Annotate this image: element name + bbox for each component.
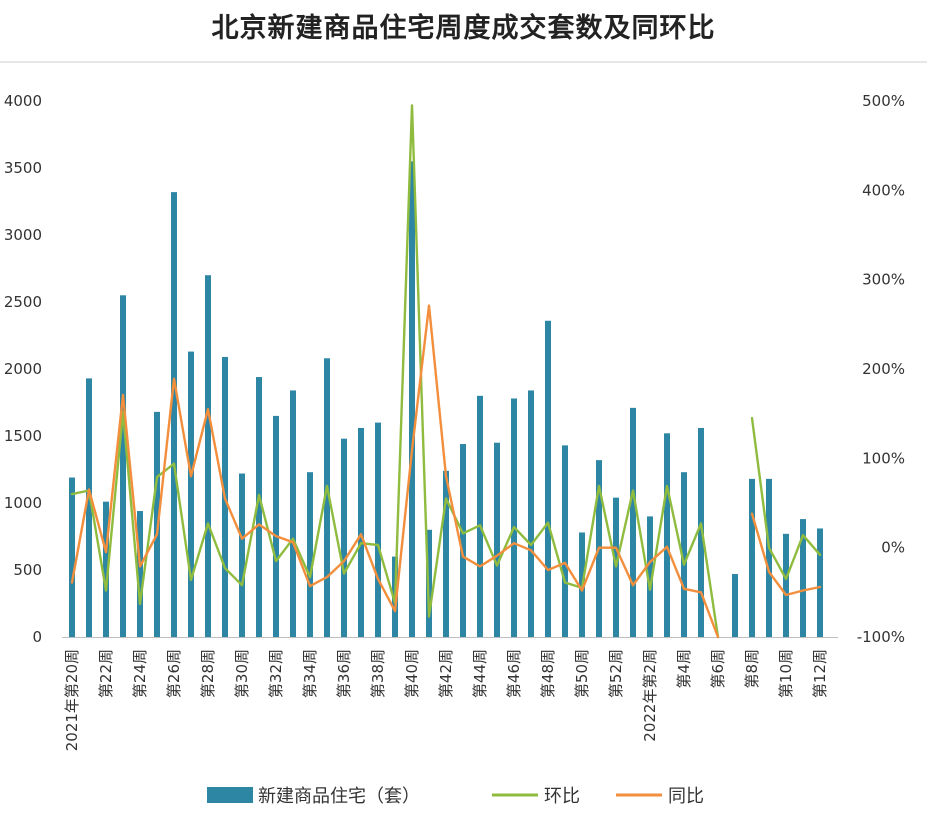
left-axis: 0 500 1000 1500 2000 2500 3000 3500 4000: [4, 92, 42, 646]
bar: [460, 444, 466, 637]
bar: [273, 415, 279, 637]
right-axis-tick-label: 200%: [862, 360, 905, 378]
x-axis-tick-label: 第26周: [165, 649, 183, 698]
left-axis-tick-label: 0: [32, 628, 42, 646]
x-axis-tick-label: 第22周: [97, 649, 115, 698]
yoy-line: [750, 512, 822, 597]
right-axis-tick-label: 100%: [862, 449, 905, 467]
yoy-line: [70, 304, 720, 639]
bar: [307, 472, 313, 637]
bar: [732, 574, 738, 637]
x-axis-tick-label: 第46周: [505, 649, 523, 698]
left-axis-tick-label: 3500: [4, 159, 42, 177]
bar: [477, 395, 483, 637]
bar: [324, 358, 330, 637]
bar: [239, 473, 245, 637]
x-axis-tick-label: 第40周: [403, 649, 421, 698]
right-axis-tick-label: 500%: [862, 92, 905, 110]
x-axis-tick-label: 第48周: [539, 649, 557, 698]
x-axis-tick-label: 2021年第20周: [63, 649, 81, 751]
x-axis-tick-label: 第24周: [131, 649, 149, 698]
bar: [375, 422, 381, 637]
left-axis-tick-label: 2500: [4, 293, 42, 311]
right-axis-tick-label: 300%: [862, 271, 905, 289]
x-axis-tick-label: 第42周: [437, 649, 455, 698]
bar: [188, 351, 194, 637]
mom-line: [750, 416, 822, 581]
x-axis-tick-label: 第32周: [267, 649, 285, 698]
right-axis-tick-label: 0%: [881, 539, 905, 557]
bar: [766, 478, 772, 637]
bar: [86, 378, 92, 637]
chart-title: 北京新建商品住宅周度成交套数及同环比: [211, 13, 716, 44]
bar: [341, 438, 347, 637]
left-axis-tick-label: 1500: [4, 427, 42, 445]
bar: [69, 477, 75, 637]
x-axis-tick-label: 第38周: [369, 649, 387, 698]
legend-label: 同比: [668, 786, 704, 807]
x-axis-tick-label: 第52周: [607, 649, 625, 698]
bar: [681, 472, 687, 637]
bar: [698, 427, 704, 637]
x-axis-tick-label: 第36周: [335, 649, 353, 698]
x-axis-tick-label: 第10周: [777, 649, 795, 698]
bar: [647, 516, 653, 637]
bar: [171, 192, 177, 637]
left-axis-tick-label: 1000: [4, 494, 42, 512]
x-axis-tick-label: 第34周: [301, 649, 319, 698]
legend-label: 环比: [544, 786, 580, 807]
bar: [817, 528, 823, 637]
bar: [443, 470, 449, 637]
right-axis-tick-label: 400%: [862, 181, 905, 199]
x-axis-tick-label: 第30周: [233, 649, 251, 698]
left-axis-tick-label: 2000: [4, 360, 42, 378]
x-axis-tick-label: 第28周: [199, 649, 217, 698]
x-axis-tick-label: 第12周: [811, 649, 829, 698]
bar: [120, 295, 126, 637]
bar: [545, 320, 551, 637]
bar: [358, 427, 364, 637]
x-axis-ticks: 2021年第20周 第22周 第24周 第26周 第28周 第30周 第32周 第34周 第36…: [63, 649, 829, 751]
x-axis-tick-label: 第50周: [573, 649, 591, 698]
x-axis-tick-label: 第4周: [675, 649, 693, 689]
bar: [511, 398, 517, 637]
bar: [630, 407, 636, 637]
bar: [800, 519, 806, 637]
bar: [528, 390, 534, 637]
x-axis-tick-label: 第6周: [709, 649, 727, 689]
bar: [256, 377, 262, 637]
right-axis-tick-label: -100%: [857, 628, 905, 646]
bar-series: [69, 161, 823, 638]
x-axis-tick-label: 第44周: [471, 649, 489, 698]
bar: [137, 511, 143, 637]
left-axis-tick-label: 4000: [4, 92, 42, 110]
bar: [205, 275, 211, 637]
x-axis-tick-label: 第8周: [743, 649, 761, 689]
right-axis: -100% 0% 100% 200% 300% 400% 500%: [857, 92, 905, 646]
bar: [664, 433, 670, 637]
bar: [783, 533, 789, 637]
line-series: [70, 104, 822, 639]
bar: [562, 445, 568, 637]
bar: [749, 478, 755, 637]
legend: 新建商品住宅（套） 环比 同比: [207, 786, 704, 807]
x-axis-tick-label: 2022年第2周: [641, 649, 659, 742]
legend-label: 新建商品住宅（套）: [258, 786, 420, 807]
left-axis-tick-label: 3000: [4, 226, 42, 244]
bar: [290, 390, 296, 637]
legend-swatch-bar: [207, 787, 253, 803]
bar: [103, 501, 109, 637]
bar: [409, 161, 415, 638]
bar: [494, 442, 500, 637]
left-axis-tick-label: 500: [13, 561, 42, 579]
